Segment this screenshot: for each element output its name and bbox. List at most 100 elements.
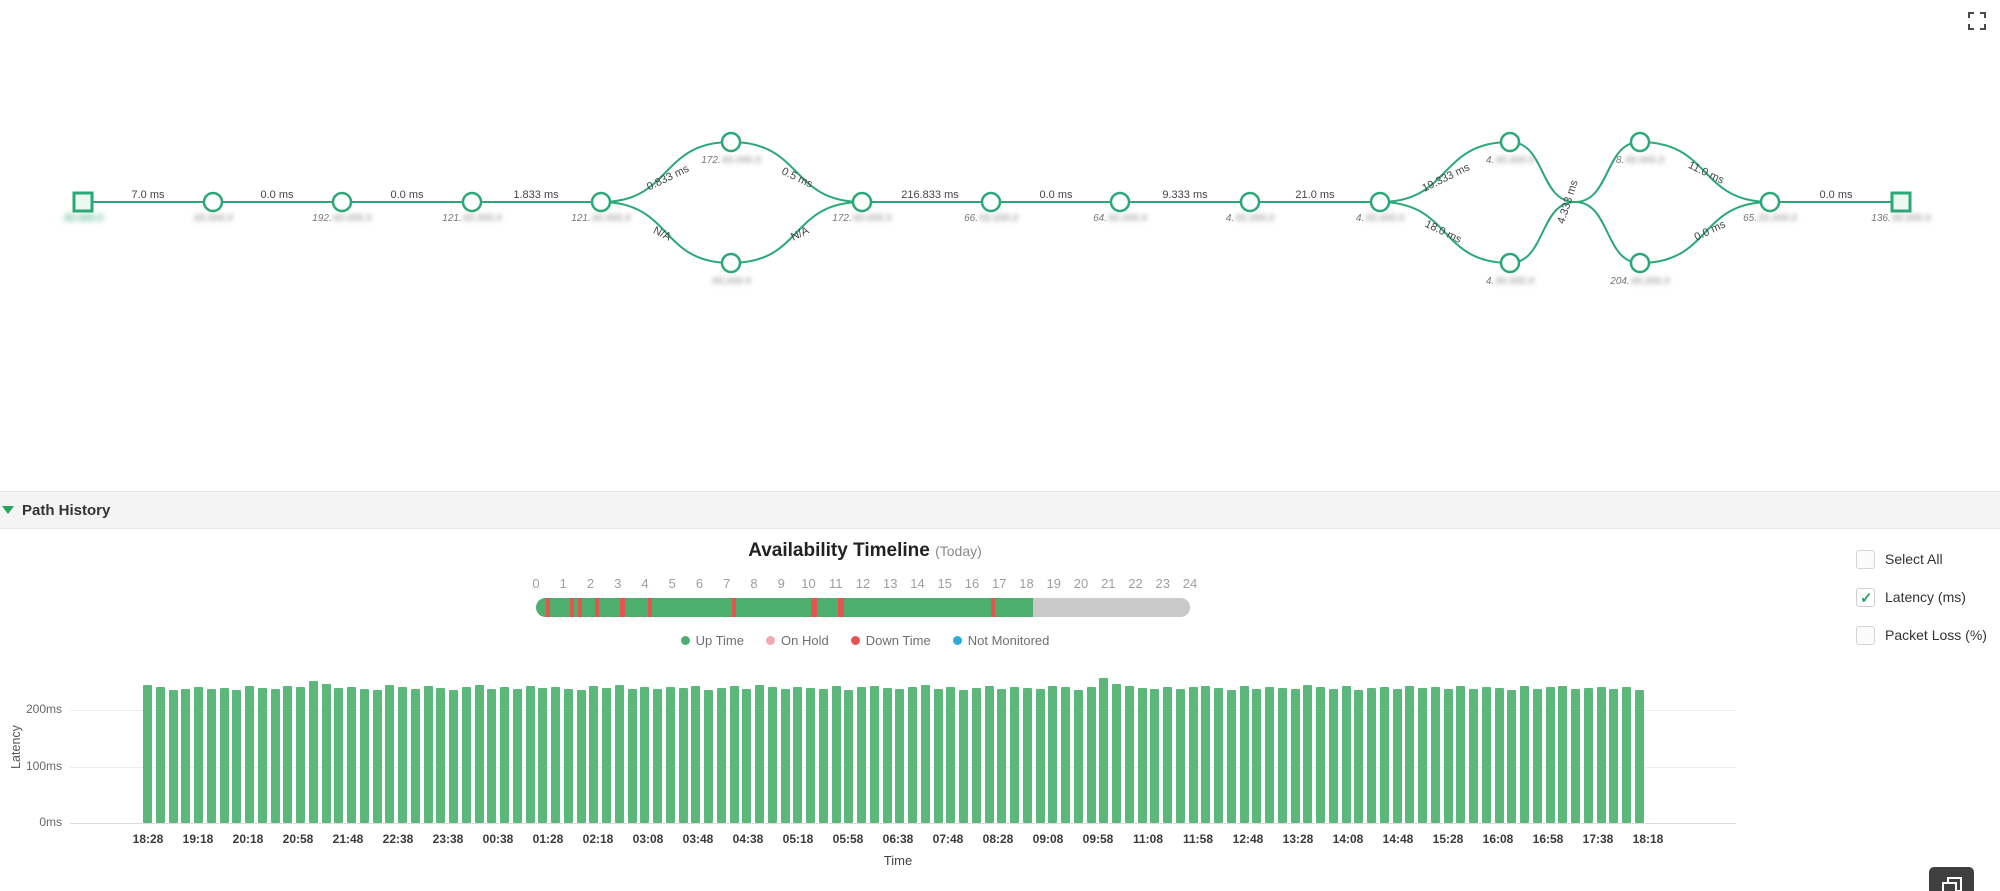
latency-bar[interactable] (219, 687, 229, 823)
latency-bar[interactable] (1239, 686, 1249, 823)
latency-bar[interactable] (1112, 684, 1121, 823)
latency-bar[interactable] (1545, 687, 1555, 823)
latency-bar[interactable] (296, 687, 305, 823)
latency-bar[interactable] (1226, 689, 1236, 823)
latency-bar[interactable] (1061, 687, 1070, 823)
latency-bar[interactable] (793, 686, 803, 823)
latency-bar[interactable] (232, 689, 242, 823)
latency-bar[interactable] (946, 687, 956, 823)
timeline-segment-up[interactable] (598, 598, 621, 617)
hop-node[interactable] (202, 191, 224, 213)
latency-bar[interactable] (1341, 686, 1351, 823)
hop-node[interactable] (1759, 191, 1781, 213)
hop-node[interactable] (1499, 131, 1521, 153)
latency-bar[interactable] (1634, 690, 1644, 823)
latency-bar[interactable] (1073, 689, 1083, 823)
hop-node[interactable] (461, 191, 483, 213)
latency-bar[interactable] (1443, 688, 1453, 823)
latency-bar[interactable] (640, 687, 650, 823)
latency-bar[interactable] (1596, 686, 1606, 823)
latency-bar[interactable] (1214, 687, 1223, 823)
latency-bar[interactable] (1277, 687, 1287, 823)
latency-bar[interactable] (321, 684, 331, 823)
latency-bar[interactable] (704, 689, 713, 823)
latency-bar[interactable] (347, 686, 356, 823)
latency-bar[interactable] (168, 689, 178, 823)
latency-bar[interactable] (576, 689, 586, 823)
checkbox-unchecked[interactable] (1856, 549, 1875, 569)
latency-bar[interactable] (436, 687, 446, 823)
endpoint-node[interactable] (72, 191, 94, 213)
latency-bar[interactable] (563, 688, 573, 823)
hop-node[interactable] (1629, 252, 1651, 274)
hop-node[interactable] (1109, 191, 1131, 213)
timeline-segment-down[interactable] (545, 598, 550, 617)
hop-node[interactable] (720, 252, 742, 274)
timeline-segment-down[interactable] (578, 598, 583, 617)
latency-bar[interactable] (1609, 688, 1619, 823)
latency-bar[interactable] (1354, 689, 1364, 823)
timeline-segment-up[interactable] (843, 598, 992, 617)
latency-bar[interactable] (334, 687, 344, 823)
latency-bar[interactable] (245, 686, 254, 823)
latency-bar[interactable] (691, 685, 701, 823)
latency-bar[interactable] (155, 687, 165, 823)
hop-node[interactable] (980, 191, 1002, 213)
timeline-segment-down[interactable] (838, 598, 844, 617)
latency-bar[interactable] (908, 686, 917, 823)
latency-bar[interactable] (1175, 689, 1185, 823)
checkbox-checked[interactable] (1856, 587, 1875, 607)
latency-bar[interactable] (1481, 686, 1491, 823)
latency-bar[interactable] (359, 689, 369, 823)
window-layers-icon[interactable] (1929, 867, 1974, 891)
latency-bar[interactable] (1392, 689, 1402, 823)
latency-bar[interactable] (933, 688, 943, 823)
latency-bar[interactable] (1252, 688, 1262, 823)
fullscreen-icon[interactable] (1964, 8, 1990, 34)
latency-bar[interactable] (1456, 686, 1466, 823)
latency-bar[interactable] (1532, 688, 1542, 823)
latency-bar[interactable] (1124, 686, 1134, 823)
timeline-segment-up[interactable] (816, 598, 839, 617)
latency-bar[interactable] (308, 680, 318, 823)
latency-bar[interactable] (423, 686, 433, 823)
timeline-segment-down[interactable] (991, 598, 996, 617)
latency-bar[interactable] (716, 687, 726, 823)
latency-bar[interactable] (1290, 689, 1300, 823)
latency-bar[interactable] (665, 686, 675, 823)
series-checkbox-latency-ms[interactable]: Latency (ms) (1856, 586, 1966, 608)
latency-bar[interactable] (780, 689, 790, 823)
hop-node[interactable] (720, 131, 742, 153)
latency-bar[interactable] (844, 689, 854, 823)
latency-bar[interactable] (1163, 686, 1172, 823)
latency-bar[interactable] (1494, 687, 1504, 823)
latency-bar[interactable] (959, 689, 968, 823)
timeline-segment-up[interactable] (574, 598, 579, 617)
latency-bar[interactable] (270, 689, 280, 823)
latency-bar[interactable] (257, 687, 267, 823)
latency-bar[interactable] (1583, 687, 1593, 823)
timeline-segment-up[interactable] (736, 598, 812, 617)
latency-bar[interactable] (971, 687, 981, 823)
timeline-segment-up[interactable] (582, 598, 595, 617)
latency-bar[interactable] (385, 685, 395, 823)
series-checkbox-packet-loss[interactable]: Packet Loss (%) (1856, 624, 1987, 646)
latency-bar[interactable] (997, 689, 1007, 823)
latency-bar[interactable] (1201, 685, 1211, 823)
latency-bar[interactable] (1405, 685, 1415, 823)
latency-bar[interactable] (1418, 687, 1427, 823)
latency-bar[interactable] (1188, 687, 1198, 823)
latency-bar[interactable] (1150, 688, 1160, 823)
timeline-segment-down[interactable] (570, 598, 575, 617)
hop-node[interactable] (331, 191, 353, 213)
latency-bar[interactable] (869, 686, 879, 823)
hop-node[interactable] (851, 191, 873, 213)
latency-bar[interactable] (487, 688, 497, 823)
hop-node[interactable] (1629, 131, 1651, 153)
latency-bar[interactable] (449, 689, 458, 823)
latency-bar[interactable] (589, 686, 599, 823)
latency-bar[interactable] (678, 687, 688, 823)
hop-node[interactable] (1239, 191, 1261, 213)
latency-bar[interactable] (1367, 687, 1376, 823)
timeline-segment-up[interactable] (536, 598, 546, 617)
